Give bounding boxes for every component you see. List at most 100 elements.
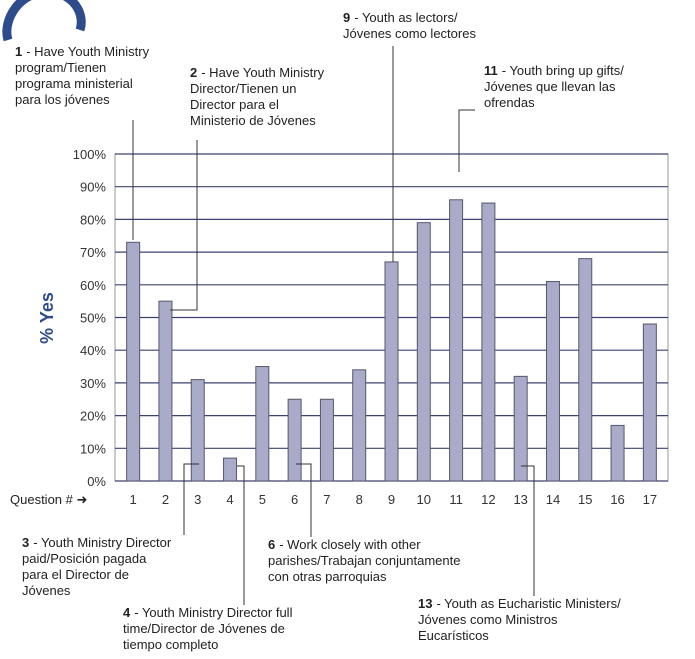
y-tick-label: 50% [80,311,106,326]
annotation-text: 9 - Youth as lectors/ [343,10,458,25]
x-tick-label: 1 [130,492,137,507]
annotation-text: programa ministerial [15,76,133,91]
bar [352,369,367,482]
bar [545,281,560,482]
x-tick-label: 7 [323,492,330,507]
x-tick-label: 4 [226,492,233,507]
x-tick-label: 5 [259,492,266,507]
y-axis-label: % Yes [37,292,57,344]
y-tick-label: 70% [80,245,106,260]
annotation-text: Eucarísticos [418,628,489,643]
annotation-line: parishes/Trabajan conjuntamente [268,553,460,568]
annotation-text: 13 - Youth as Eucharistic Ministers/ [418,596,621,611]
annotation-number: 2 [190,65,197,80]
annotation-number: 3 [22,535,29,550]
x-tick-label: 12 [481,492,495,507]
annotation-text: Director/Tienen un [190,81,296,96]
x-tick-label: 17 [643,492,657,507]
annotation-text: 1 - Have Youth Ministry [15,44,150,59]
annotation-line: Eucarísticos [418,628,489,643]
annotation-line: Jóvenes como Ministros [418,612,558,627]
y-tick-label: 10% [80,441,106,456]
annotation-line: con otras parroquias [268,569,387,584]
annotation-line: - Youth as Eucharistic Ministers/ [436,596,621,611]
y-tick-label: 0% [87,474,106,489]
x-tick-label: 16 [610,492,624,507]
bar [384,261,399,482]
annotation-line: - Youth Ministry Director [33,535,172,550]
x-axis-label: Question # ➜ [10,492,87,507]
annotation-line: - Youth bring up gifts/ [502,63,625,78]
annotation-number: 9 [343,10,350,25]
annotation-line: - Youth Ministry Director full [134,605,292,620]
annotation-text: Director para el [190,97,279,112]
x-tick-label: 10 [417,492,431,507]
y-tick-label: 40% [80,343,106,358]
annotation-line: para el Director de [22,567,129,582]
annotation-line: Jóvenes como lectores [343,26,476,41]
x-tick-label: 6 [291,492,298,507]
bar [416,222,431,482]
annotation-line: ofrendas [484,95,535,110]
annotation-number: 6 [268,537,275,552]
bar [642,323,657,482]
annotation-line: Director para el [190,97,279,112]
bar [319,398,334,482]
annotation-text: 2 - Have Youth Ministry [190,65,325,80]
leader-line [296,463,312,537]
annotation-text: 4- Youth Ministry Director full [123,605,293,620]
y-tick-label: 80% [80,212,106,227]
x-tick-label: 14 [546,492,560,507]
annotation-text: parishes/Trabajan conjuntamente [268,553,460,568]
bar [158,300,173,482]
x-tick-label: 2 [162,492,169,507]
annotation-text: Jóvenes como Ministros [418,612,558,627]
bar [578,258,593,482]
bar [287,398,302,482]
corner-glyph [2,0,86,42]
y-tick-label: 90% [80,180,106,195]
annotation-line: - Have Youth Ministry [26,44,149,59]
bar [190,379,205,482]
annotation-text: 6 - Work closely with other [268,537,421,552]
y-tick-label: 60% [80,278,106,293]
annotation-line: programa ministerial [15,76,133,91]
y-tick-label: 100% [73,147,107,162]
annotation-text: Ministerio de Jóvenes [190,113,316,128]
bar [610,424,625,482]
x-tick-label: 15 [578,492,592,507]
annotation-text: ofrendas [484,95,535,110]
leader-line [237,465,245,605]
bar [481,202,496,482]
annotation-text: Jóvenes como lectores [343,26,476,41]
annotation-number: 4 [123,605,131,620]
x-tick-label: 13 [513,492,527,507]
annotation-line: - Youth as lectors/ [354,10,458,25]
annotation-line: program/Tienen [15,60,106,75]
annotation-number: 11 [484,63,498,78]
annotation-line: Jóvenes [22,583,71,598]
annotation-text: con otras parroquias [268,569,387,584]
annotation-line: - Have Youth Ministry [201,65,324,80]
x-tick-label: 8 [356,492,363,507]
annotation-text: 11 - Youth bring up gifts/ [484,63,624,78]
y-tick-label: 20% [80,409,106,424]
annotation-line: Director/Tienen un [190,81,296,96]
bar [255,366,270,482]
annotation-line: time/Director de Jóvenes de [123,621,285,636]
y-tick-label: 30% [80,376,106,391]
x-tick-label: 3 [194,492,201,507]
annotation-line: - Work closely with other [279,537,421,552]
annotation-line: Ministerio de Jóvenes [190,113,316,128]
annotation-text: para los jóvenes [15,92,110,107]
x-tick-label: 9 [388,492,395,507]
annotation-line: tiempo completo [123,637,218,652]
annotation-text: 3 - Youth Ministry Director [22,535,172,550]
annotation-line: para los jóvenes [15,92,110,107]
annotation-text: time/Director de Jóvenes de [123,621,285,636]
annotation-line: Jóvenes que llevan las [484,79,616,94]
bar [126,241,141,482]
leader-line [458,109,475,172]
bar [223,457,238,482]
